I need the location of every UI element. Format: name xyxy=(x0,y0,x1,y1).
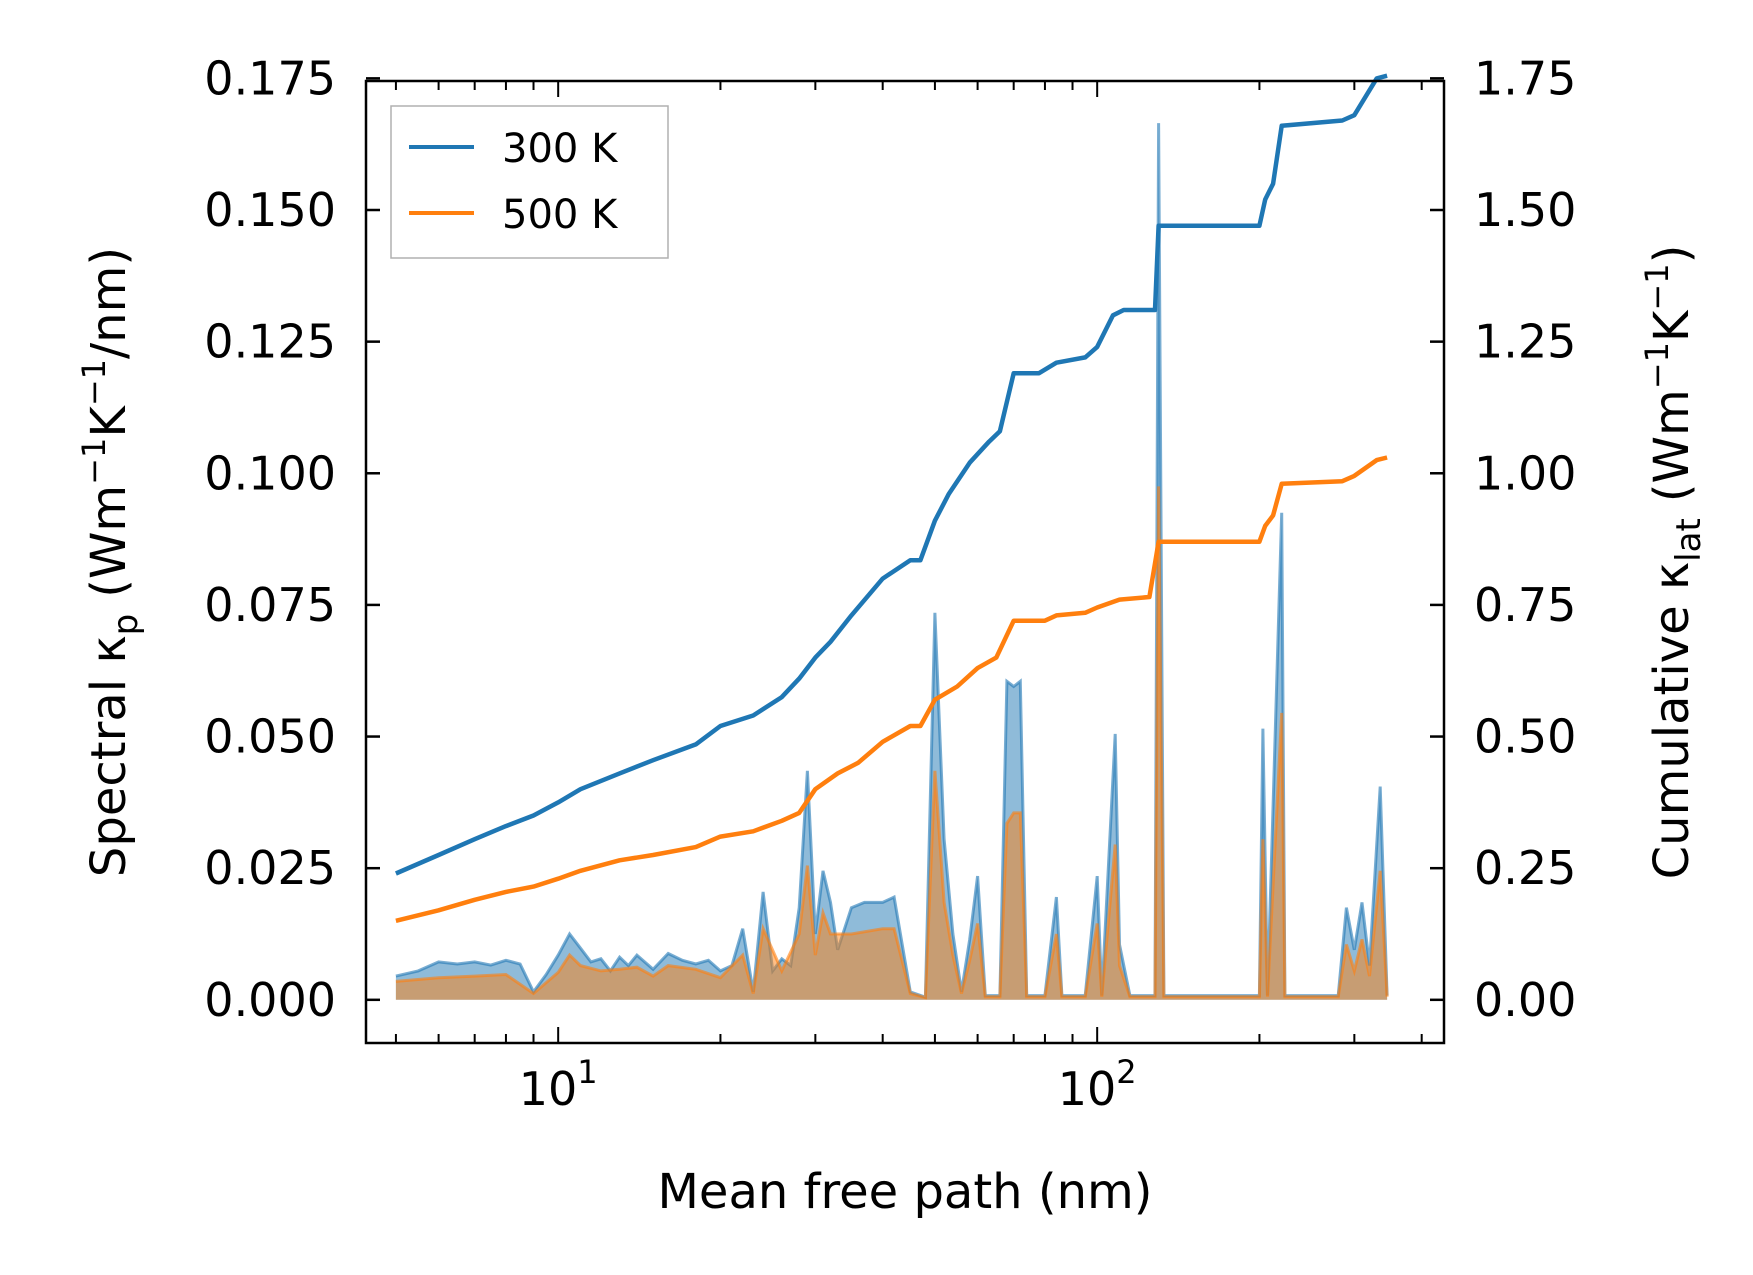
y-left-tick-label: 0.025 xyxy=(204,841,336,895)
y-left-label-unit-mid: K xyxy=(81,405,137,438)
x-tick-label: 102 xyxy=(1058,1053,1137,1116)
cumulative-layer xyxy=(395,73,1388,923)
y-left-tick-label: 0.125 xyxy=(204,315,336,369)
y-right-tick-label: 1.00 xyxy=(1474,446,1576,500)
y-left-tick-label: 0.050 xyxy=(204,710,336,764)
y-right-label-unit-post: ) xyxy=(1644,245,1700,264)
legend-label-300k: 300 K xyxy=(502,126,619,172)
y-right-tick-label: 1.75 xyxy=(1474,51,1576,105)
y-left-tick-label: 0.100 xyxy=(204,446,336,500)
y-right-label-exp2: −1 xyxy=(1638,263,1676,310)
legend: 300 K 500 K xyxy=(390,105,669,259)
y-left-tick-label: 0.175 xyxy=(204,51,336,105)
x-axis-label: Mean free path (nm) xyxy=(658,1164,1153,1220)
y-left-label-exp2: −1 xyxy=(75,359,113,406)
y-left-label-unit-post: /nm) xyxy=(81,247,137,359)
y-right-tick-label: 0.00 xyxy=(1474,973,1576,1027)
x-tick-label: 101 xyxy=(519,1053,598,1116)
y-right-tick-label: 0.50 xyxy=(1474,710,1576,764)
y-axis-left-label: Spectral κp(Wm−1K−1/nm) xyxy=(75,247,146,877)
y-right-label-unit-mid: K xyxy=(1644,309,1700,342)
y-axis-right-label: Cumulative κlat(Wm−1K−1) xyxy=(1638,245,1709,880)
y-right-tick-label: 1.50 xyxy=(1474,183,1576,237)
legend-box xyxy=(390,105,669,259)
y-left-label-sub: p xyxy=(106,614,146,636)
plot-frame xyxy=(364,79,1446,1045)
spectral-line-500k xyxy=(395,486,1389,1000)
y-right-tick-label: 0.75 xyxy=(1474,578,1576,632)
y-left-tick-label: 0.150 xyxy=(204,183,336,237)
cumulative-line-500k xyxy=(395,455,1388,923)
y-left-label-unit-pre: (Wm xyxy=(81,485,137,598)
y-right-tick-label: 1.25 xyxy=(1474,315,1576,369)
y-right-label-unit-pre: (Wm xyxy=(1644,389,1700,502)
ticks-layer: 0.000 0.025 0.050 0.075 0.100 0.125 0.150 0.175… xyxy=(204,51,1576,1116)
y-left-tick-label: 0.000 xyxy=(204,973,336,1027)
y-right-tick-label: 0.25 xyxy=(1474,841,1576,895)
y-right-label-sub: lat xyxy=(1669,518,1709,562)
y-right-label-exp1: −1 xyxy=(1638,342,1676,389)
legend-label-500k: 500 K xyxy=(502,192,619,238)
y-left-tick-label: 0.075 xyxy=(204,578,336,632)
y-right-label-main: Cumulative κ xyxy=(1644,562,1700,880)
y-left-label-exp1: −1 xyxy=(75,438,113,485)
y-left-label-main: Spectral κ xyxy=(81,635,137,877)
cumulative-line-300k xyxy=(395,73,1388,876)
